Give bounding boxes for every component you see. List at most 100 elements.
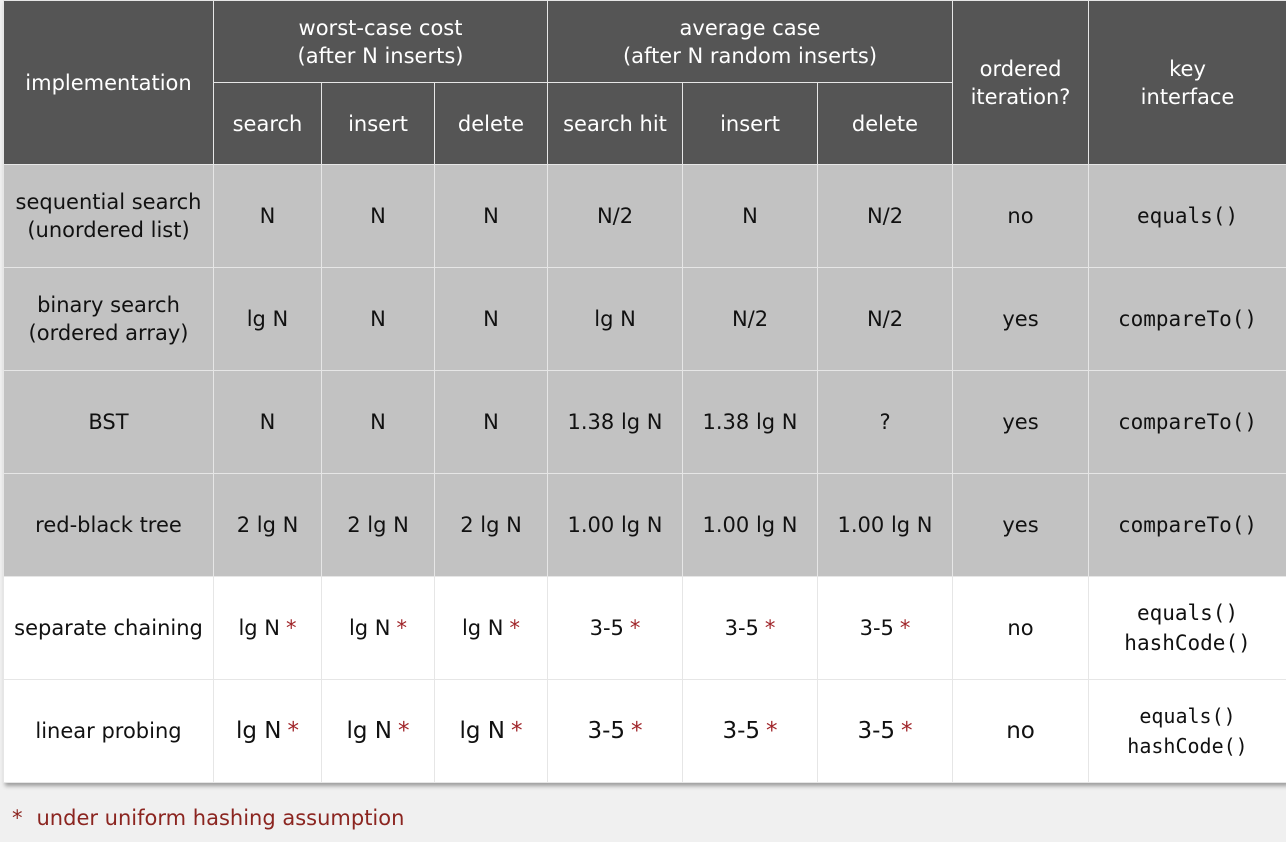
- avg-delete-cell: N/2: [817, 164, 954, 268]
- worst-search-cell: N: [213, 164, 322, 268]
- worst-search-cell: N: [213, 370, 322, 474]
- asterisk-marker: *: [509, 616, 521, 640]
- implementation-name: binary search: [37, 293, 180, 317]
- implementation-detail: (ordered array): [28, 321, 189, 345]
- cost-value: 3-5: [587, 718, 626, 744]
- ordered-iteration-cell: no: [952, 576, 1090, 680]
- asterisk-marker: *: [901, 718, 913, 744]
- worst-insert-cell: N: [321, 164, 435, 268]
- implementation-detail: (unordered list): [27, 218, 190, 242]
- worst-insert-cell: N: [321, 370, 435, 474]
- ordered-iteration-cell: no: [952, 164, 1090, 268]
- asterisk-marker: *: [396, 616, 408, 640]
- avg-search-hit-header: search hit: [547, 82, 684, 165]
- table-row: separate chaining lg N * lg N * lg N * 3-5 *…: [3, 576, 1286, 680]
- worst-insert-cell: N: [321, 267, 435, 371]
- key-method: compareTo(): [1117, 410, 1258, 434]
- asterisk-marker: *: [511, 718, 523, 744]
- implementation-cell: sequential search (unordered list): [3, 164, 214, 268]
- avg-delete-cell: N/2: [817, 267, 954, 371]
- avg-search-hit-cell: 3-5 *: [547, 679, 684, 783]
- avg-delete-cell: ?: [817, 370, 954, 474]
- key-interface-cell: compareTo(): [1088, 370, 1286, 474]
- avg-insert-cell: 3-5 *: [682, 576, 819, 680]
- asterisk-marker: *: [398, 718, 410, 744]
- implementation-name: red-black tree: [35, 513, 182, 537]
- avg-delete-cell: 3-5 *: [817, 679, 954, 783]
- header-row-bottom: search insert delete search hit insert d…: [4, 82, 1286, 165]
- cost-value: 3-5: [722, 718, 761, 744]
- worst-delete-cell: N: [433, 267, 549, 371]
- worst-insert-header: insert: [321, 82, 435, 165]
- key-interface-header: key interface: [1088, 0, 1286, 165]
- cost-value: lg N: [459, 718, 506, 744]
- avg-insert-cell: 3-5 *: [682, 679, 819, 783]
- avg-delete-cell: 3-5 *: [817, 576, 954, 680]
- average-case-header: average case (after N random inserts): [547, 0, 954, 83]
- avg-insert-header: insert: [682, 82, 819, 165]
- cost-value: lg N: [348, 616, 391, 640]
- asterisk-marker: *: [766, 718, 778, 744]
- key-interface-cell: compareTo(): [1088, 473, 1286, 577]
- cost-value: 3-5: [857, 718, 896, 744]
- symbol-table-summary: implementation worst-case cost (after N …: [3, 0, 1286, 783]
- implementation-header: implementation: [3, 0, 214, 165]
- implementation-name: sequential search: [15, 190, 202, 214]
- implementation-cell: BST: [3, 370, 214, 474]
- worst-case-title: worst-case cost: [298, 15, 463, 40]
- footnote-text: under uniform hashing assumption: [36, 806, 405, 830]
- avg-search-hit-cell: 1.00 lg N: [547, 473, 684, 577]
- table-row: BST N N N 1.38 lg N 1.38 lg N ? yes comp…: [3, 370, 1286, 474]
- implementation-cell: red-black tree: [3, 473, 214, 577]
- cost-value: lg N: [238, 616, 281, 640]
- cost-value: lg N: [346, 718, 392, 744]
- implementation-cell: separate chaining: [3, 576, 214, 680]
- key-interface-cell: equals(): [1088, 164, 1286, 268]
- implementation-cell: linear probing: [3, 679, 214, 783]
- ordered-iteration-cell: no: [952, 679, 1090, 783]
- table-row: sequential search (unordered list) N N N…: [3, 164, 1286, 268]
- worst-delete-cell: N: [433, 370, 549, 474]
- worst-insert-cell: 2 lg N: [321, 473, 435, 577]
- worst-search-cell: lg N: [213, 267, 322, 371]
- worst-delete-cell: N: [433, 164, 549, 268]
- asterisk-marker: *: [631, 718, 643, 744]
- asterisk-marker: *: [629, 616, 641, 640]
- cost-value: 3-5: [589, 616, 624, 640]
- key-method: compareTo(): [1117, 307, 1258, 331]
- key-interface-cell: equals() hashCode(): [1088, 576, 1286, 680]
- ordered-iteration-header: ordered iteration?: [952, 0, 1090, 165]
- average-case-subtitle: (after N random inserts): [622, 43, 878, 68]
- avg-insert-cell: 1.00 lg N: [682, 473, 819, 577]
- cost-value: 3-5: [724, 616, 759, 640]
- implementation-header-label: implementation: [25, 70, 192, 95]
- key-header-line2: interface: [1140, 84, 1235, 109]
- asterisk-marker: *: [286, 616, 297, 640]
- cost-value: 3-5: [859, 616, 894, 640]
- key-interface-cell: compareTo(): [1088, 267, 1286, 371]
- avg-insert-cell: N/2: [682, 267, 819, 371]
- avg-delete-header: delete: [817, 82, 954, 165]
- ordered-iteration-cell: yes: [952, 473, 1090, 577]
- asterisk-marker: *: [764, 616, 776, 640]
- average-case-title: average case: [679, 15, 821, 40]
- implementation-name: separate chaining: [14, 616, 203, 640]
- table-row: linear probing lg N * lg N * lg N * 3-5 * 3-…: [3, 679, 1286, 783]
- ordered-iteration-cell: yes: [952, 370, 1090, 474]
- worst-search-cell: 2 lg N: [213, 473, 322, 577]
- table-row: binary search (ordered array) lg N N N l…: [3, 267, 1286, 371]
- avg-insert-cell: N: [682, 164, 819, 268]
- key-method: hashCode(): [1124, 631, 1251, 655]
- ordered-header-line2: iteration?: [970, 84, 1071, 109]
- ordered-iteration-cell: yes: [952, 267, 1090, 371]
- avg-search-hit-cell: 3-5 *: [547, 576, 684, 680]
- key-method: hashCode(): [1127, 734, 1248, 758]
- worst-case-header: worst-case cost (after N inserts): [212, 0, 549, 83]
- key-interface-cell: equals() hashCode(): [1088, 679, 1286, 783]
- footnote: * under uniform hashing assumption: [12, 806, 404, 830]
- worst-delete-cell: lg N *: [433, 679, 549, 783]
- worst-insert-cell: lg N *: [321, 679, 435, 783]
- avg-search-hit-cell: N/2: [547, 164, 684, 268]
- worst-search-cell: lg N *: [213, 576, 322, 680]
- worst-delete-cell: 2 lg N: [433, 473, 549, 577]
